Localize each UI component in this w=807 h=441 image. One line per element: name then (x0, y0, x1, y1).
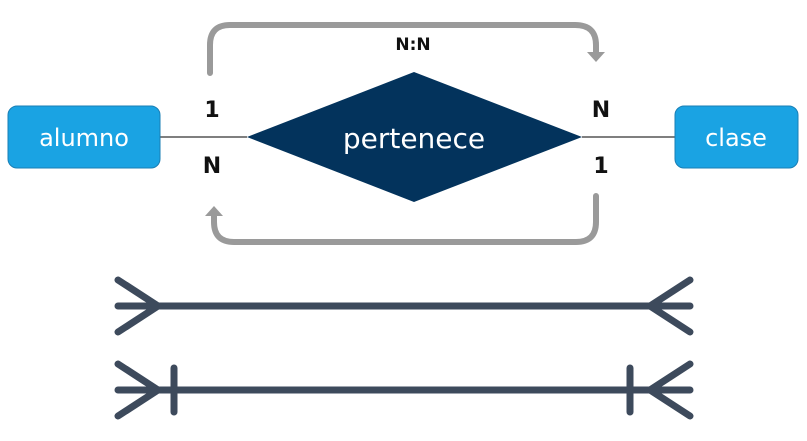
notation-1-right-crowfoot (643, 276, 694, 336)
bottom-arrowhead (205, 206, 223, 216)
notation-2-left-crowfoot (114, 360, 165, 420)
notation-many-to-many (114, 276, 694, 336)
top-arrow (207, 22, 599, 76)
cardinality-right-top: N (592, 98, 610, 123)
entity-alumno[interactable]: alumno (7, 105, 161, 169)
entity-alumno-box (7, 105, 161, 169)
cardinality-summary: N:N (395, 35, 430, 55)
bottom-arrow (211, 193, 599, 245)
entity-clase-label: clase (705, 124, 767, 152)
relationship-pertenece[interactable]: pertenece (247, 72, 582, 202)
entity-clase-box (674, 105, 799, 169)
entity-alumno-label: alumno (39, 124, 129, 152)
relationship-diamond (247, 72, 582, 202)
top-arrowhead (587, 52, 605, 62)
cardinality-left-top: 1 (204, 98, 219, 123)
cardinality-left-bottom: N (203, 154, 221, 179)
notation-2-right-crowfoot (643, 360, 694, 420)
relationship-label: pertenece (343, 122, 485, 155)
notation-bar-many (114, 360, 694, 420)
entity-clase[interactable]: clase (674, 105, 799, 169)
cardinality-right-bottom: 1 (593, 154, 608, 179)
notation-1-left-crowfoot (114, 276, 165, 336)
